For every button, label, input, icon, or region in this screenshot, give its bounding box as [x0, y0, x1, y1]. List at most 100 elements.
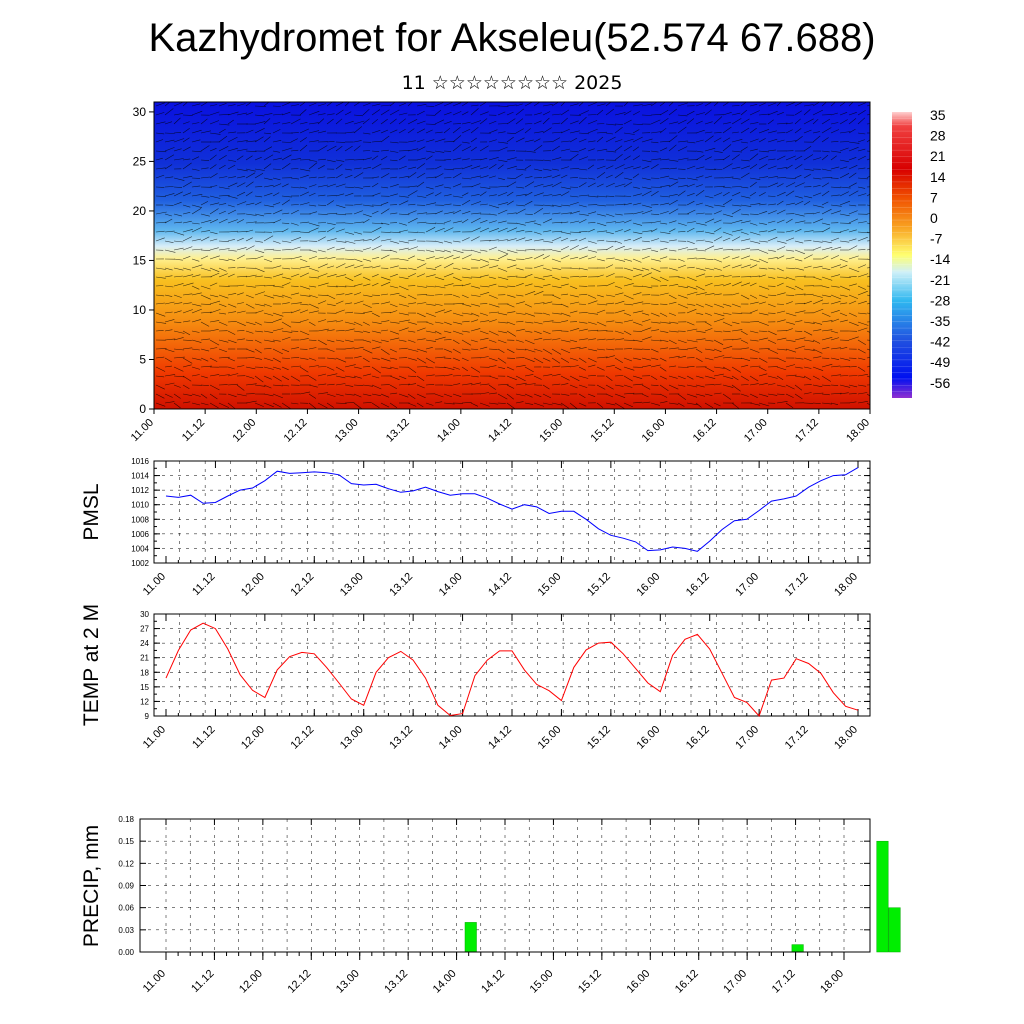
wind-barb [794, 220, 806, 224]
wind-barb [443, 102, 454, 107]
wind-barb [461, 121, 471, 125]
wind-barb [614, 393, 626, 398]
wind-barb [551, 137, 561, 143]
wind-barb [236, 321, 246, 326]
wind-barb [623, 102, 629, 107]
wind-barb [578, 148, 586, 152]
wind-barb [218, 128, 226, 134]
wind-barb [182, 204, 191, 208]
wind-barb [254, 128, 265, 134]
wind-barb [164, 240, 174, 243]
wind-barb [659, 222, 668, 225]
wind-barb [515, 249, 527, 252]
wind-barb [506, 375, 517, 381]
colorbar-label: -56 [930, 375, 950, 391]
wind-barb [686, 141, 696, 144]
wind-barb [344, 192, 354, 197]
wind-barb [254, 285, 266, 287]
wind-barb [785, 155, 796, 161]
wind-barb [812, 321, 823, 325]
wind-barb [299, 122, 308, 125]
wind-barb [272, 168, 281, 170]
x-tick-label: 15.12 [585, 724, 613, 752]
wind-barb [164, 102, 171, 107]
colorbar-label: -21 [930, 272, 950, 288]
wind-barb [605, 282, 615, 287]
wind-barb [326, 373, 338, 377]
wind-barb [200, 176, 210, 179]
wind-barb [830, 347, 841, 350]
wind-barb [344, 240, 356, 244]
temp-series [165, 622, 859, 717]
wind-barb [569, 357, 578, 361]
wind-barb [560, 140, 571, 143]
wind-barb [497, 111, 506, 116]
wind-barb [524, 402, 534, 405]
wind-barb [641, 247, 652, 251]
wind-barb [173, 102, 183, 107]
wind-barb [587, 294, 597, 299]
wind-barb [650, 114, 661, 116]
wind-barb [497, 321, 508, 324]
wind-barb [254, 213, 265, 217]
wind-barb [659, 231, 671, 234]
wind-barb [596, 303, 608, 306]
wind-barb [488, 384, 496, 390]
wind-barb [794, 182, 805, 188]
wind-barb [758, 285, 770, 290]
wind-barb [380, 357, 391, 362]
wind-barb [677, 339, 687, 344]
wind-barb [569, 103, 579, 107]
wind-barb [767, 236, 778, 242]
wind-barb [299, 391, 311, 395]
wind-barb [758, 176, 769, 179]
wind-barb [767, 348, 779, 354]
wind-barb [452, 366, 460, 370]
wind-barb [155, 312, 166, 317]
wind-barb [434, 336, 446, 341]
wind-barb [650, 312, 660, 317]
wind-barb [479, 330, 489, 335]
wind-barb [695, 120, 703, 125]
wind-barb [290, 237, 302, 242]
wind-barb [740, 375, 749, 381]
wind-barb [227, 219, 238, 224]
wind-barb [686, 308, 697, 314]
wind-barb [542, 212, 551, 215]
wind-barb [650, 258, 661, 262]
wind-barb [407, 217, 418, 224]
wind-barb [641, 114, 652, 116]
wind-barb [740, 364, 749, 368]
wind-barb [695, 338, 706, 341]
wind-barb [767, 138, 778, 143]
x-tick-label: 12.12 [288, 571, 316, 599]
wind-barb [335, 213, 346, 216]
wind-barb [443, 273, 454, 278]
wind-barb [479, 102, 488, 107]
wind-barb [182, 384, 190, 389]
wind-barb [344, 120, 354, 125]
wind-barb [326, 118, 334, 125]
wind-barb [479, 264, 490, 269]
wind-barb [182, 127, 190, 134]
wind-barb [155, 366, 166, 372]
wind-barb [236, 302, 244, 305]
wind-barb [731, 357, 742, 359]
wind-barb [632, 401, 643, 404]
wind-barb [866, 267, 870, 269]
wind-barb [245, 383, 257, 386]
wind-barb [587, 300, 598, 305]
wind-barb [380, 339, 389, 342]
wind-barb [659, 357, 667, 362]
wind-barb [452, 383, 461, 386]
wind-barb [596, 338, 606, 341]
wind-barb [218, 339, 229, 343]
wind-barb [254, 172, 264, 179]
wind-barb [515, 393, 526, 397]
wind-barb [596, 222, 607, 227]
wind-barb [335, 102, 344, 107]
wind-barb [452, 204, 461, 206]
wind-barb [281, 199, 290, 206]
wind-barb [758, 312, 769, 316]
wind-barb [434, 264, 442, 269]
